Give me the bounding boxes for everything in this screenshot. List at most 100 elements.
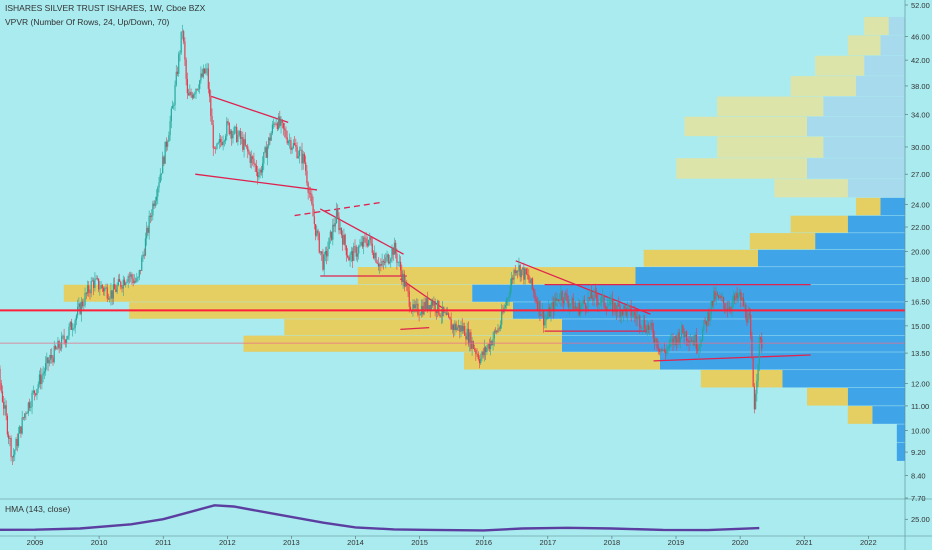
candle-body: [162, 156, 164, 174]
candle-body: [40, 374, 42, 385]
candle-body: [539, 300, 541, 316]
candle-body: [326, 251, 328, 257]
candle-body: [297, 155, 299, 158]
candle-body: [515, 270, 518, 274]
candle-body: [531, 278, 534, 289]
candle-body: [298, 150, 301, 156]
candle-body: [231, 130, 233, 139]
candle-body: [79, 303, 81, 315]
candle-body: [242, 137, 244, 150]
candle-body: [486, 348, 488, 353]
candle-body: [578, 303, 580, 315]
vpvr-indicator-label[interactable]: VPVR (Number Of Rows, 24, Up/Down, 70): [5, 17, 170, 27]
candle-body: [12, 454, 15, 458]
candle-body: [427, 298, 429, 310]
candle-body: [467, 328, 470, 345]
vpvr-up-bar: [888, 16, 905, 35]
candle-body: [114, 284, 116, 290]
candle-body: [369, 237, 371, 240]
candle-body: [689, 340, 691, 344]
vpvr-down-bar: [717, 136, 824, 158]
vpvr-up-bar: [856, 76, 905, 97]
candle-body: [100, 285, 102, 289]
candle-body: [218, 139, 221, 143]
candle-body: [453, 324, 455, 331]
candle-body: [244, 139, 246, 146]
candle-body: [702, 329, 704, 341]
vpvr-up-bar: [807, 116, 905, 137]
candle-body: [151, 215, 153, 217]
candle-body: [204, 68, 206, 74]
candle-body: [207, 68, 209, 89]
vpvr-up-bar: [660, 352, 905, 370]
candle-body: [245, 145, 248, 147]
candle-body: [269, 137, 271, 141]
candle-body: [42, 373, 44, 376]
candle-body: [237, 135, 239, 142]
y-tick-label: 22.00: [911, 223, 930, 232]
y-tick-label: 18.00: [911, 275, 930, 284]
candle-body: [604, 305, 606, 308]
candle-body: [93, 280, 95, 288]
candle-body: [26, 412, 28, 414]
candle-body: [370, 237, 372, 244]
candle-body: [1, 391, 4, 402]
candle-body: [303, 153, 306, 163]
candle-body: [192, 94, 195, 98]
candle-body: [74, 320, 76, 328]
x-tick-label: 2017: [539, 538, 556, 547]
candle-body: [520, 269, 523, 278]
candle-body: [464, 326, 466, 336]
candle-body: [424, 302, 426, 310]
candle-body: [703, 320, 705, 330]
candle-body: [584, 303, 587, 309]
candle-body: [63, 335, 65, 341]
candle-body: [252, 156, 254, 159]
candle-body: [598, 303, 600, 306]
x-tick-label: 2016: [475, 538, 492, 547]
candle-body: [387, 254, 389, 264]
candle-body: [360, 241, 362, 245]
candle-body: [107, 298, 110, 300]
candle-body: [534, 292, 536, 300]
candle-body: [171, 105, 174, 109]
candle-body: [628, 305, 630, 307]
candle-body: [347, 255, 349, 258]
candle-body: [719, 296, 721, 299]
candle-body: [469, 332, 471, 345]
candle-body: [450, 319, 452, 330]
candle-body: [54, 345, 57, 349]
candle-body: [343, 234, 345, 245]
candle-body: [361, 241, 364, 247]
candle-body: [652, 329, 654, 339]
candle-body: [379, 264, 381, 267]
candle-body: [406, 282, 408, 287]
candle-body: [722, 297, 725, 304]
candle-body: [575, 306, 577, 309]
candle-body: [317, 230, 319, 234]
candle-body: [351, 251, 354, 261]
candle-body: [528, 274, 530, 280]
hma-indicator-label[interactable]: HMA (143, close): [5, 504, 71, 514]
vpvr-up-bar: [823, 96, 905, 117]
candle-body: [4, 405, 6, 409]
candle-body: [208, 88, 211, 97]
x-tick-label: 2018: [604, 538, 621, 547]
candle-body: [446, 313, 449, 315]
candle-body: [329, 231, 331, 238]
candle-body: [22, 417, 25, 419]
candle-body: [460, 325, 462, 332]
y-tick-label: 20.00: [911, 248, 930, 257]
candle-body: [607, 305, 609, 311]
candle-body: [404, 282, 407, 287]
y-tick-label: 38.00: [911, 82, 930, 91]
candle-body: [551, 302, 553, 307]
candle-body: [758, 336, 760, 364]
candle-body: [494, 330, 497, 332]
candle-body: [480, 358, 482, 364]
candle-body: [668, 341, 670, 347]
candle-body: [234, 126, 237, 128]
candle-body: [319, 251, 322, 253]
